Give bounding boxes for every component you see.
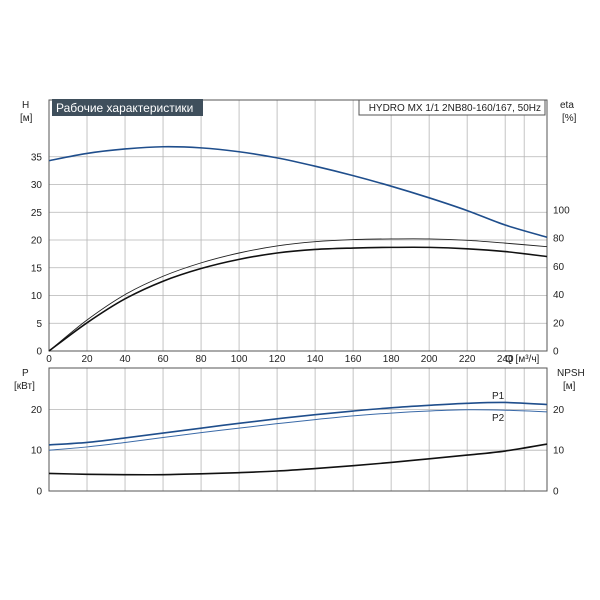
top-left-axis-label: H (22, 100, 29, 111)
chart-title: Рабочие характеристики (56, 101, 193, 115)
bottom-right-tick-label: 20 (553, 405, 565, 416)
bottom-right-tick-label: 10 (553, 446, 565, 457)
top-right-axis-unit: [%] (562, 113, 577, 124)
top-left-tick-label: 15 (31, 263, 43, 274)
x-tick-label: 60 (157, 354, 169, 365)
x-tick-label: 120 (269, 354, 286, 365)
bottom-panel-series (48, 401, 548, 476)
x-tick-label: 240 (497, 354, 514, 365)
bottom-right-axis-unit: [м] (563, 381, 576, 392)
p1-power-curve (48, 401, 548, 446)
x-tick-label: 220 (459, 354, 476, 365)
series-label-p1: P1 (492, 391, 505, 402)
top-left-tick-label: 35 (31, 152, 43, 163)
top-right-tick-label: 80 (553, 234, 565, 245)
bottom-left-axis-unit: [кВт] (14, 381, 35, 392)
chart-title-box (52, 99, 203, 116)
p2-power-curve (48, 409, 548, 451)
top-right-axis-label: eta (560, 100, 574, 111)
bottom-left-tick-label: 0 (36, 487, 42, 498)
x-tick-label: 20 (81, 354, 93, 365)
bottom-left-tick-label: 10 (31, 446, 43, 457)
top-left-tick-label: 20 (31, 236, 43, 247)
bottom-left-axis-label: P (22, 368, 29, 379)
x-tick-label: 80 (195, 354, 207, 365)
x-tick-label: 0 (46, 354, 52, 365)
x-tick-label: 40 (119, 354, 131, 365)
top-panel-tick-labels: 0 20 40 60 80 100 120 140 160 180 200 220 2400510152… (31, 152, 570, 365)
bottom-panel-grid (48, 368, 547, 492)
top-right-tick-label: 20 (553, 318, 565, 329)
npsh-curve (48, 443, 548, 476)
chart-subtitle-box (358, 99, 546, 116)
top-right-tick-label: 0 (553, 347, 559, 358)
top-left-axis-unit: [м] (20, 113, 33, 124)
x-tick-label: 180 (383, 354, 400, 365)
x-axis-label: Q [м³/ч] (505, 354, 540, 365)
x-tick-label: 200 (421, 354, 438, 365)
top-panel-grid (48, 100, 547, 352)
top-right-tick-label: 60 (553, 262, 565, 273)
bottom-right-tick-label: 0 (553, 487, 559, 498)
top-left-tick-label: 30 (31, 180, 43, 191)
efficiency-curve (48, 246, 548, 352)
top-right-tick-label: 100 (553, 206, 570, 217)
bottom-panel-tick-labels: 0 10 20 0 10 20 (31, 405, 565, 498)
top-left-tick-label: 10 (31, 291, 43, 302)
top-panel-frame (48, 99, 548, 352)
top-right-tick-label: 40 (553, 290, 565, 301)
x-tick-label: 140 (307, 354, 324, 365)
top-panel-series (48, 145, 548, 352)
series-label-p2: P2 (492, 413, 505, 424)
top-left-tick-label: 25 (31, 208, 43, 219)
x-tick-label: 160 (345, 354, 362, 365)
bottom-panel-frame (48, 367, 548, 492)
efficiency-upper-curve (48, 238, 548, 352)
top-left-tick-label: 5 (36, 319, 42, 330)
head-curve (48, 145, 548, 238)
bottom-right-axis-label: NPSH (557, 368, 585, 379)
chart-subtitle: HYDRO MX 1/1 2NB80-160/167, 50Hz (369, 103, 541, 114)
x-tick-label: 100 (231, 354, 248, 365)
top-left-tick-label: 0 (36, 347, 42, 358)
bottom-left-tick-label: 20 (31, 405, 43, 416)
